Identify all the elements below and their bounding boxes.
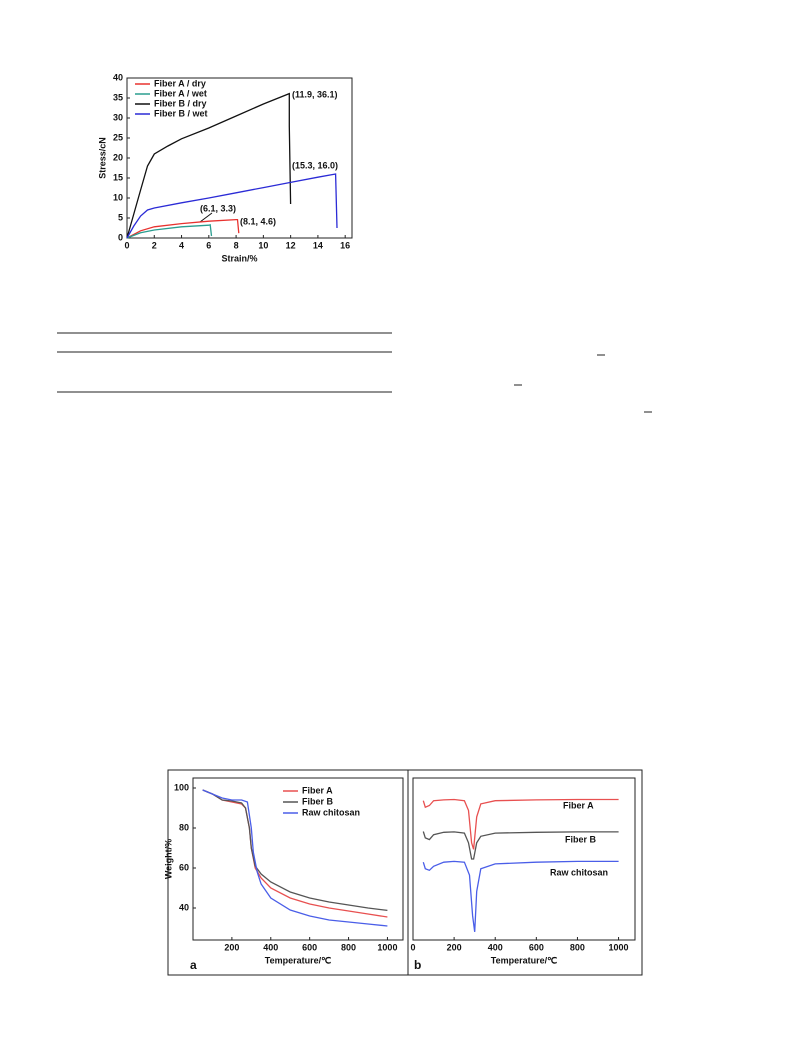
legend-label: Fiber A / dry <box>154 78 206 88</box>
x-tick-label: 8 <box>234 240 239 250</box>
y-tick-label: 20 <box>113 152 123 162</box>
x-tick-label: 200 <box>447 942 462 952</box>
annotation-leader <box>199 212 213 223</box>
series-line <box>126 173 338 239</box>
series-line <box>422 831 619 860</box>
legend-label: Raw chitosan <box>302 807 360 817</box>
x-tick-label: 16 <box>340 240 350 250</box>
x-tick-label: 1000 <box>377 942 397 952</box>
x-tick-label: 0 <box>410 942 415 952</box>
x-tick-label: 800 <box>341 942 356 952</box>
y-tick-label: 10 <box>113 192 123 202</box>
legend-label: Fiber B / dry <box>154 98 207 108</box>
y-tick-label: 40 <box>113 72 123 82</box>
panel-label: b <box>414 958 421 972</box>
x-axis-label: Strain/% <box>221 253 257 263</box>
panel-label: a <box>190 958 197 972</box>
series-line <box>422 798 619 850</box>
plot-frame <box>412 777 636 941</box>
series-line <box>422 860 619 932</box>
y-axis-label: Weight/% <box>163 839 173 879</box>
x-tick-label: 400 <box>488 942 503 952</box>
series-line <box>202 789 388 918</box>
x-tick-label: 2 <box>152 240 157 250</box>
x-axis-label: Temperature/℃ <box>265 955 331 965</box>
y-tick-label: 30 <box>113 112 123 122</box>
plot-frame <box>192 777 404 941</box>
annotation: (15.3, 16.0) <box>292 160 338 170</box>
y-tick-label: 25 <box>113 132 123 142</box>
x-tick-label: 6 <box>206 240 211 250</box>
legend-label: Fiber A / wet <box>154 88 207 98</box>
y-tick-label: 15 <box>113 172 123 182</box>
series-line <box>126 218 240 239</box>
x-tick-label: 600 <box>302 942 317 952</box>
y-tick-label: 5 <box>118 212 123 222</box>
series-line <box>126 92 292 239</box>
x-tick-label: 1000 <box>609 942 629 952</box>
annotation: (6.1, 3.3) <box>200 203 236 213</box>
series-line <box>126 223 213 239</box>
x-axis-label: Temperature/℃ <box>491 955 557 965</box>
legend-label: Fiber B <box>302 796 334 806</box>
series-label: Fiber B <box>565 834 597 844</box>
x-tick-label: 0 <box>124 240 129 250</box>
y-tick-label: 35 <box>113 92 123 102</box>
figure-panel <box>167 769 409 976</box>
x-tick-label: 800 <box>570 942 585 952</box>
x-tick-label: 600 <box>529 942 544 952</box>
x-tick-label: 200 <box>224 942 239 952</box>
x-tick-label: 4 <box>179 240 184 250</box>
series-label: Fiber A <box>563 800 594 810</box>
legend-label: Fiber A <box>302 785 333 795</box>
figure-panel <box>407 769 643 976</box>
x-tick-label: 12 <box>286 240 296 250</box>
y-tick-label: 0 <box>118 232 123 242</box>
x-tick-label: 14 <box>313 240 323 250</box>
series-line <box>202 789 388 927</box>
series-label: Raw chitosan <box>550 867 608 877</box>
x-tick-label: 400 <box>263 942 278 952</box>
legend-label: Fiber B / wet <box>154 108 208 118</box>
y-tick-label: 100 <box>174 782 189 792</box>
x-tick-label: 10 <box>258 240 268 250</box>
series-line <box>202 789 388 912</box>
y-tick-label: 40 <box>179 902 189 912</box>
y-tick-label: 80 <box>179 822 189 832</box>
annotation: (8.1, 4.6) <box>240 216 276 226</box>
y-axis-label: Stress/cN <box>97 137 107 179</box>
y-tick-label: 60 <box>179 862 189 872</box>
annotation: (11.9, 36.1) <box>292 89 338 99</box>
